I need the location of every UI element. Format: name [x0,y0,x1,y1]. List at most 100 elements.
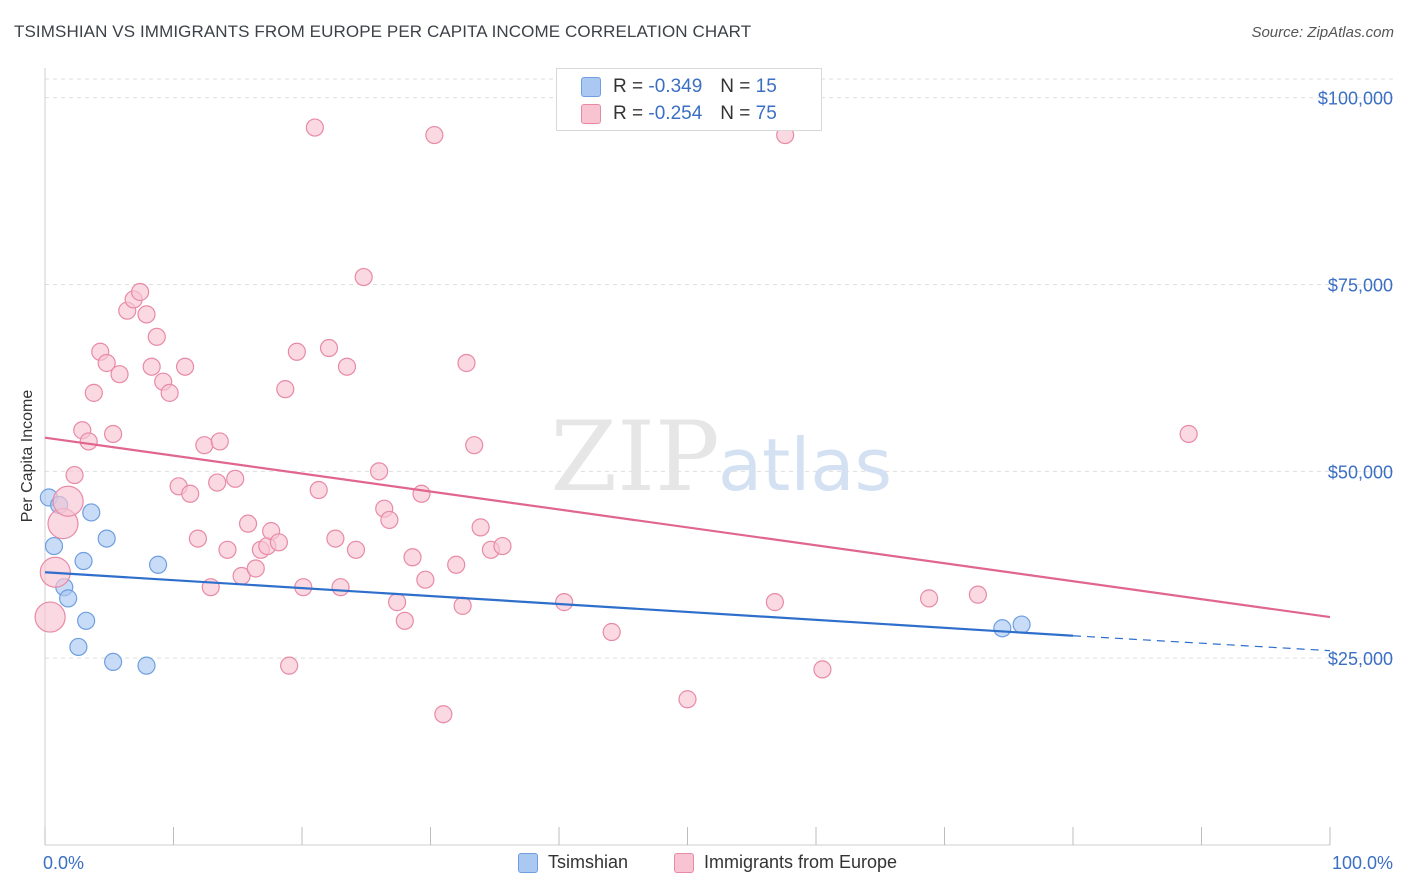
legend-label-tsimshian: Tsimshian [548,852,629,872]
watermark-zip: ZIP [550,401,719,513]
axes [44,68,1331,846]
data-point [380,510,399,530]
data-point [79,432,98,451]
data-point [280,656,299,675]
data-point [319,338,339,358]
legend-label-immigrants: Immigrants from Europe [704,852,898,872]
data-point [34,601,66,633]
legend-n-value: 75 [755,103,777,124]
correlation-legend: R = -0.349 N = 15 R = -0.254 N = 75 [556,68,822,131]
trend-lines [44,436,1331,652]
data-point [337,357,357,376]
data-point [678,690,697,709]
data-point [69,637,88,657]
legend-item-tsimshian[interactable]: Tsimshian [518,852,628,873]
data-point [434,705,453,724]
data-point [919,589,939,608]
data-point [160,383,179,402]
data-point [188,529,208,548]
data-point [765,593,784,612]
data-point [181,484,200,503]
x-tick-label: 100.0% [1332,853,1393,873]
data-point [309,480,328,500]
data-point [395,611,414,630]
legend-swatch-tsimshian [581,77,601,97]
legend-n-value: 15 [755,76,777,97]
data-point [602,622,621,642]
data-point [104,424,123,444]
data-point [457,353,476,373]
data-point [97,529,116,548]
data-point [465,436,484,455]
trend-line [44,436,1331,619]
legend-n-label: N = [720,103,751,124]
data-point [403,548,422,567]
data-point [148,555,168,574]
data-point [555,593,574,612]
data-point [387,593,407,612]
series-legend: Tsimshian Immigrants from Europe [0,852,1406,876]
trend-line [44,571,1074,637]
watermark: ZIP atlas [550,401,892,513]
series-immigrants-from-europe [34,118,1198,724]
data-point [447,555,466,574]
watermark-atlas: atlas [718,423,892,507]
legend-row-tsimshian: R = -0.349 N = 15 [581,75,777,99]
data-point [137,305,156,324]
data-point [331,578,350,597]
data-point [1179,424,1198,444]
legend-item-immigrants[interactable]: Immigrants from Europe [674,852,897,873]
y-tick-label: $100,000 [1318,89,1393,109]
data-point [287,342,306,361]
y-tick-label: $75,000 [1328,276,1393,296]
data-point [1012,615,1031,634]
data-point [104,652,123,672]
data-point [269,533,288,552]
data-point [238,514,258,533]
data-point [276,380,295,399]
data-point [993,619,1012,638]
y-tick-label: $25,000 [1328,649,1393,669]
data-point [77,611,96,630]
data-point [305,118,324,137]
data-point [493,536,512,556]
data-point [97,353,116,373]
data-point [471,518,490,537]
legend-swatch-immigrants [581,104,601,124]
data-point [130,282,150,302]
data-point [453,596,472,615]
data-point [52,485,84,517]
chart-source: Source: ZipAtlas.com [1251,24,1394,41]
y-axis-label: Per Capita Income [19,389,36,523]
legend-r-label: R = [613,103,644,124]
data-point [226,469,245,488]
data-point [425,125,444,145]
data-point [968,585,988,604]
legend-swatch-immigrants [674,852,694,873]
chart-title: TSIMSHIAN VS IMMIGRANTS FROM EUROPE PER … [14,22,752,41]
legend-n-label: N = [720,76,751,97]
trend-line-extension [1072,635,1331,652]
data-point [195,436,214,455]
x-tick-label: 0.0% [43,853,84,873]
legend-row-immigrants: R = -0.254 N = 75 [581,102,777,126]
data-point [82,503,101,522]
data-point [110,365,129,384]
data-point [210,432,229,451]
data-point [84,383,103,402]
data-point [218,540,237,559]
data-point [326,529,345,548]
data-point [246,559,265,578]
data-point [412,484,431,503]
tick-labels: $25,000 $50,000 $75,000 $100,000 0.0% 100.0% [43,89,1393,873]
data-point [74,551,93,571]
data-point [147,327,166,346]
y-tick-label: $50,000 [1328,462,1393,482]
data-point [370,462,389,481]
data-point [65,465,84,485]
data-point [142,357,161,376]
legend-r-value: -0.349 [648,76,703,97]
data-point [208,473,227,492]
data-point [346,540,366,559]
